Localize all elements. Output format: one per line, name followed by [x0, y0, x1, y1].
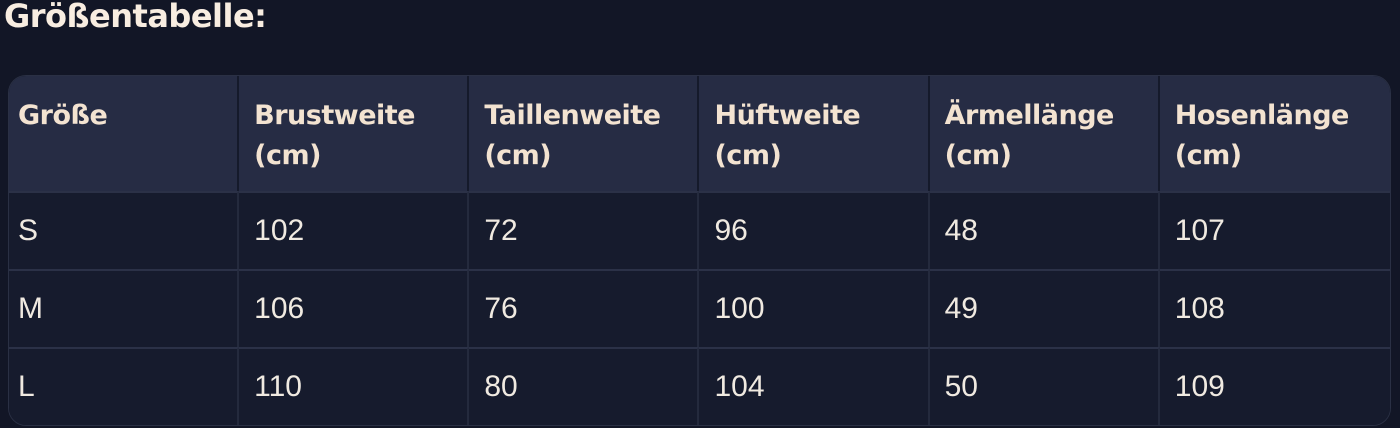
- value-cell: 108: [1159, 269, 1390, 347]
- value-cell: 109: [1159, 347, 1390, 425]
- size-table-head: Größe Brustweite (cm) Taillenweite (cm) Hüftw…: [9, 76, 1390, 191]
- table-row-M: M 106 76 100 49 108: [9, 269, 1390, 347]
- value-cell: 104: [699, 347, 930, 425]
- column-header-unit: (cm): [254, 140, 321, 171]
- column-header-4: Ärmellänge (cm): [929, 76, 1160, 191]
- value-cell: 106: [239, 269, 470, 347]
- column-header-label: Taillenweite: [484, 100, 661, 131]
- column-header-0: Größe: [9, 76, 240, 191]
- column-header-label: Ärmellänge: [944, 100, 1115, 131]
- column-header-label: Hüftweite: [714, 100, 861, 131]
- value-cell: 110: [239, 347, 470, 425]
- column-header-unit: (cm): [484, 140, 552, 171]
- page-title: Größentabelle:: [4, 0, 267, 35]
- value-cell: 102: [239, 191, 470, 269]
- size-table: Größe Brustweite (cm) Taillenweite (cm) Hüftw…: [9, 76, 1390, 425]
- value-cell: 80: [469, 347, 700, 425]
- value-cell: 76: [469, 269, 700, 347]
- size-table-container: Größe Brustweite (cm) Taillenweite (cm) Hüftw…: [8, 75, 1391, 426]
- value-cell: 96: [699, 191, 930, 269]
- column-header-unit: (cm): [1174, 140, 1242, 171]
- value-cell: 72: [469, 191, 700, 269]
- column-header-2: Taillenweite (cm): [469, 76, 700, 191]
- column-header-3: Hüftweite (cm): [699, 76, 930, 191]
- column-header-label: Größe: [18, 100, 108, 131]
- size-cell: M: [9, 269, 240, 347]
- value-cell: 100: [699, 269, 930, 347]
- table-row-L: L 110 80 104 50 109: [9, 347, 1390, 425]
- column-header-label: Brustweite: [254, 100, 415, 131]
- header-row: Größe Brustweite (cm) Taillenweite (cm) Hüftw…: [9, 76, 1390, 191]
- column-header-unit: (cm): [714, 140, 782, 171]
- column-header-1: Brustweite (cm): [239, 76, 470, 191]
- value-cell: 49: [929, 269, 1160, 347]
- value-cell: 48: [929, 191, 1160, 269]
- column-header-5: Hosenlänge (cm): [1159, 76, 1390, 191]
- value-cell: 107: [1159, 191, 1390, 269]
- column-header-label: Hosenlänge: [1174, 100, 1350, 131]
- column-header-unit: (cm): [944, 140, 1012, 171]
- size-cell: L: [9, 347, 240, 425]
- size-cell: S: [9, 191, 240, 269]
- value-cell: 50: [929, 347, 1160, 425]
- size-table-body: S 102 72 96 48 107 M 106 76 100 49 108 L 110 80 104 50 10…: [9, 191, 1390, 425]
- table-row-S: S 102 72 96 48 107: [9, 191, 1390, 269]
